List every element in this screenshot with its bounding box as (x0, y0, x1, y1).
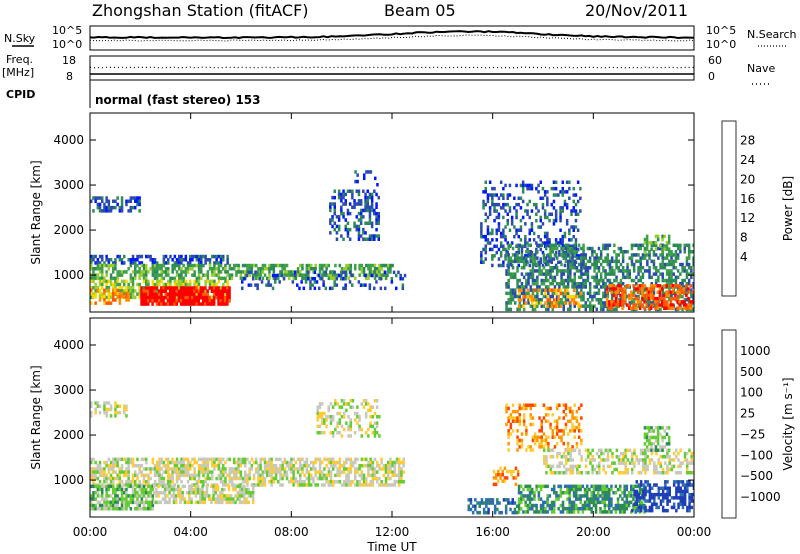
colorbar-tick-7: −1000 (740, 490, 781, 504)
x-axis-label: Time UT (366, 540, 417, 554)
data-region-0 (90, 401, 128, 418)
data-region-11 (605, 284, 694, 310)
data-region-13 (643, 234, 671, 255)
x-tick-label-3: 12:00 (375, 525, 410, 539)
nave-line (89, 66, 695, 69)
data-region-6 (492, 466, 520, 487)
y-tick-label-2: 3000 (53, 178, 84, 192)
data-region-4 (140, 286, 231, 306)
data-region-2 (90, 263, 394, 281)
colorbar-label: Velocity [m s⁻¹] (781, 377, 795, 470)
y-tick-label-0: 1000 (53, 473, 84, 487)
data-region-0 (90, 196, 141, 213)
data-region-1 (90, 254, 229, 265)
nsearch-tick-bottom: 10^0 (706, 38, 736, 51)
data-region-11 (643, 426, 671, 452)
data-cells (90, 170, 694, 312)
nave-label: Nave (747, 62, 775, 75)
station-title: Zhongshan Station (fitACF) (92, 1, 309, 20)
colorbar-tick-6: 4 (740, 250, 748, 264)
colorbar-frame (721, 329, 737, 519)
x-tick-label-5: 20:00 (576, 525, 611, 539)
nave-tick-bottom: 0 (708, 70, 715, 83)
data-region-7 (329, 189, 380, 241)
data-region-8 (354, 170, 379, 187)
data-region-6 (241, 270, 407, 291)
data-cells (90, 399, 694, 515)
colorbar-tick-2: 100 (740, 386, 763, 400)
data-region-12 (517, 288, 582, 309)
nsky-tick-top: 10^5 (52, 24, 82, 37)
nsky-line (89, 30, 695, 40)
y-tick-label-0: 1000 (53, 268, 84, 282)
y-tick-label-3: 4000 (53, 338, 84, 352)
colorbar-tick-5: 8 (740, 231, 748, 245)
freq-unit: [MHz] (2, 66, 34, 79)
cpid-value: normal (fast stereo) 153 (95, 93, 261, 107)
colorbar-tick-0: 1000 (740, 344, 771, 358)
y-axis-label: Slant Range [km] (29, 160, 43, 264)
cpid-label: CPID (6, 88, 35, 101)
colorbar-tick-1: 24 (740, 153, 755, 167)
nsearch-tick-top: 10^5 (706, 24, 736, 37)
colorbar-tick-4: −25 (740, 427, 765, 441)
colorbar-label: Power [dB] (781, 176, 795, 241)
colorbar-tick-3: 16 (740, 192, 755, 206)
data-region-7 (517, 484, 646, 514)
data-region-10 (543, 448, 694, 475)
data-region-3 (152, 484, 255, 505)
y-tick-label-3: 4000 (53, 133, 84, 147)
velocity-colorbar: 1000 500 100 25 −25 −100 −500 −1000 Velocity [m … (721, 329, 795, 519)
x-tick-label-4: 16:00 (475, 525, 510, 539)
nave-tick-top: 60 (708, 54, 722, 67)
colorbar-tick-0: 28 (740, 133, 755, 147)
data-region-1 (90, 457, 405, 487)
y-axis-label: Slant Range [km] (29, 365, 43, 469)
y-tick-label-1: 2000 (53, 428, 84, 442)
colorbar-tick-3: 25 (740, 407, 755, 421)
data-region-4 (316, 399, 381, 438)
x-tick-label-0: 00:00 (73, 525, 108, 539)
freq-tick-top: 18 (62, 54, 76, 67)
data-region-5 (90, 288, 130, 305)
nsearch-label: N.Search (747, 28, 797, 41)
data-region-9 (631, 480, 694, 513)
freq-panel (89, 55, 695, 81)
power-panel: 1000 2000 3000 4000 Slant Range [km] (29, 112, 695, 313)
y-tick-label-2: 3000 (53, 383, 84, 397)
x-tick-label-6: 00:00 (677, 525, 712, 539)
colorbar-tick-2: 20 (740, 172, 755, 186)
date-label: 20/Nov/2011 (585, 1, 688, 20)
velocity-panel: 1000 2000 3000 4000 00:00 04:00 08:00 12:00 16:0… (29, 317, 712, 539)
x-tick-label-2: 08:00 (274, 525, 309, 539)
power-colorbar: 28 24 20 16 12 8 4 Power [dB] (721, 120, 795, 297)
nsky-label: N.Sky (4, 32, 36, 45)
colorbar-tick-6: −500 (740, 469, 773, 483)
freq-tick-bottom: 8 (66, 70, 73, 83)
colorbar-tick-4: 12 (740, 211, 755, 225)
data-region-5 (505, 403, 583, 452)
nsearch-line (89, 34, 695, 42)
colorbar-frame (721, 120, 737, 297)
nsky-tick-bottom: 10^0 (52, 38, 82, 51)
y-tick-label-1: 2000 (53, 223, 84, 237)
colorbar-tick-5: −100 (740, 448, 773, 462)
freq-label: Freq. (6, 53, 33, 66)
beam-label: Beam 05 (384, 1, 456, 20)
colorbar-tick-1: 500 (740, 365, 763, 379)
x-tick-label-1: 04:00 (173, 525, 208, 539)
data-region-8 (467, 498, 519, 515)
data-region-2 (90, 484, 155, 511)
